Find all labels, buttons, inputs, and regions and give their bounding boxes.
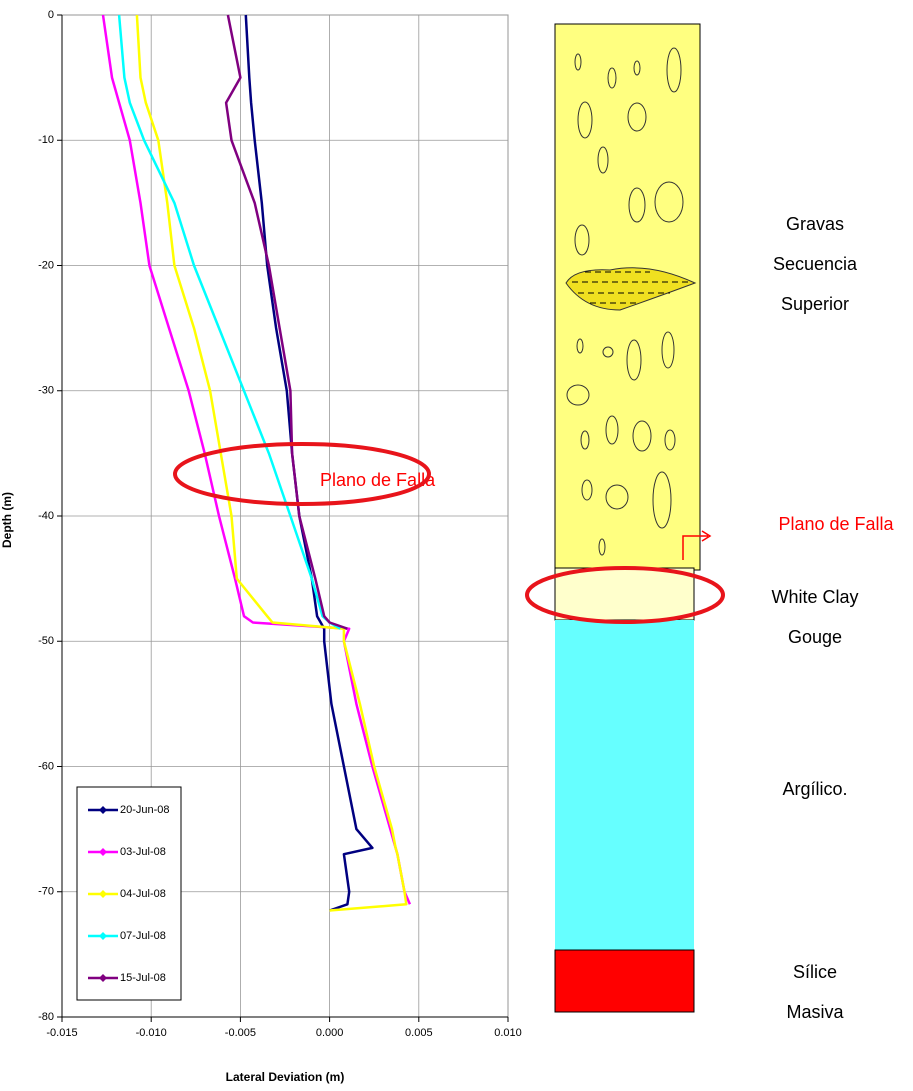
y-tick-label: -30 <box>38 385 54 397</box>
y-tick-label: 0 <box>48 9 54 21</box>
x-tick-label: -0.005 <box>225 1027 256 1039</box>
layer-label: Secuencia <box>773 254 858 274</box>
x-tick-label: -0.010 <box>136 1027 167 1039</box>
layer-label: Gouge <box>788 627 842 647</box>
argillic-layer <box>555 620 694 950</box>
legend-label: 04-Jul-08 <box>120 888 166 900</box>
lens-hatch <box>572 271 688 304</box>
y-tick-label: -70 <box>38 886 54 898</box>
y-tick-label: -40 <box>38 510 54 522</box>
lens <box>565 267 697 311</box>
legend-marker <box>99 932 107 940</box>
pebble <box>661 331 675 369</box>
clay-layer <box>554 567 695 621</box>
x-tick-label: 0.010 <box>494 1027 522 1039</box>
series-line <box>244 14 374 912</box>
y-tick-label: -10 <box>38 134 54 146</box>
lines <box>101 14 412 912</box>
pebble <box>576 338 584 354</box>
pebble <box>666 47 682 93</box>
pebble <box>577 101 593 139</box>
legend-label: 15-Jul-08 <box>120 972 166 984</box>
pebbles <box>565 47 697 556</box>
strat-column <box>525 23 725 1013</box>
annotation: Plano de Falla <box>320 470 436 490</box>
pebble <box>574 224 590 256</box>
fault-label: Plano de Falla <box>778 514 894 534</box>
series-line <box>117 14 341 630</box>
pebble <box>574 53 582 71</box>
pebble <box>581 479 593 501</box>
fault-ellipse <box>173 442 431 506</box>
legend-marker <box>99 806 107 814</box>
x-axis-title: Lateral Deviation (m) <box>226 1070 345 1084</box>
pebble <box>580 430 590 450</box>
layer-label: Argílico. <box>782 779 847 799</box>
silica-layer <box>554 949 695 1013</box>
layer-label: Sílice <box>793 962 837 982</box>
legend-label: 07-Jul-08 <box>120 930 166 942</box>
y-tick-label: -80 <box>38 1011 54 1023</box>
pebble <box>664 429 676 451</box>
pebble <box>605 484 629 510</box>
legend-label: 03-Jul-08 <box>120 846 166 858</box>
y-tick-label: -50 <box>38 635 54 647</box>
ticks: -0.015 -0.010 -0.005 0.000 0.005 0.010 0 -10 -20… <box>38 9 522 1039</box>
pebble <box>602 346 614 358</box>
fault-arrow <box>682 530 712 560</box>
legend-marker <box>99 890 107 898</box>
y-axis-title: Depth (m) <box>0 492 14 548</box>
pebble <box>633 60 641 76</box>
layer-label: Superior <box>781 294 849 314</box>
pebble <box>652 471 672 529</box>
x-tick-label: 0.005 <box>405 1027 433 1039</box>
pebble <box>598 538 606 556</box>
pebble <box>632 420 652 452</box>
x-tick-label: -0.015 <box>46 1027 77 1039</box>
pebble <box>607 67 617 89</box>
pebble <box>628 187 646 223</box>
legend: 20-Jun-08 03-Jul-08 04-Jul-08 07-Jul-08 15-J… <box>76 786 182 1001</box>
layer-label: Masiva <box>786 1002 844 1022</box>
pebble <box>566 384 590 406</box>
pebble <box>597 146 609 174</box>
pebble <box>605 415 619 445</box>
y-tick-label: -20 <box>38 259 54 271</box>
layer-label: White Clay <box>771 587 858 607</box>
series-line <box>224 14 348 630</box>
legend-marker <box>99 848 107 856</box>
legend-marker <box>99 974 107 982</box>
pebble <box>626 339 642 381</box>
layer-label: Gravas <box>786 214 844 234</box>
legend-label: 20-Jun-08 <box>120 804 170 816</box>
pebble <box>654 181 684 223</box>
fault-ellipse <box>525 566 725 624</box>
x-tick-label: 0.000 <box>316 1027 344 1039</box>
strat-labels: Gravas Secuencia Superior White Clay Gouge Ar… <box>771 214 858 1022</box>
pebble <box>627 102 647 132</box>
y-tick-label: -60 <box>38 760 54 772</box>
